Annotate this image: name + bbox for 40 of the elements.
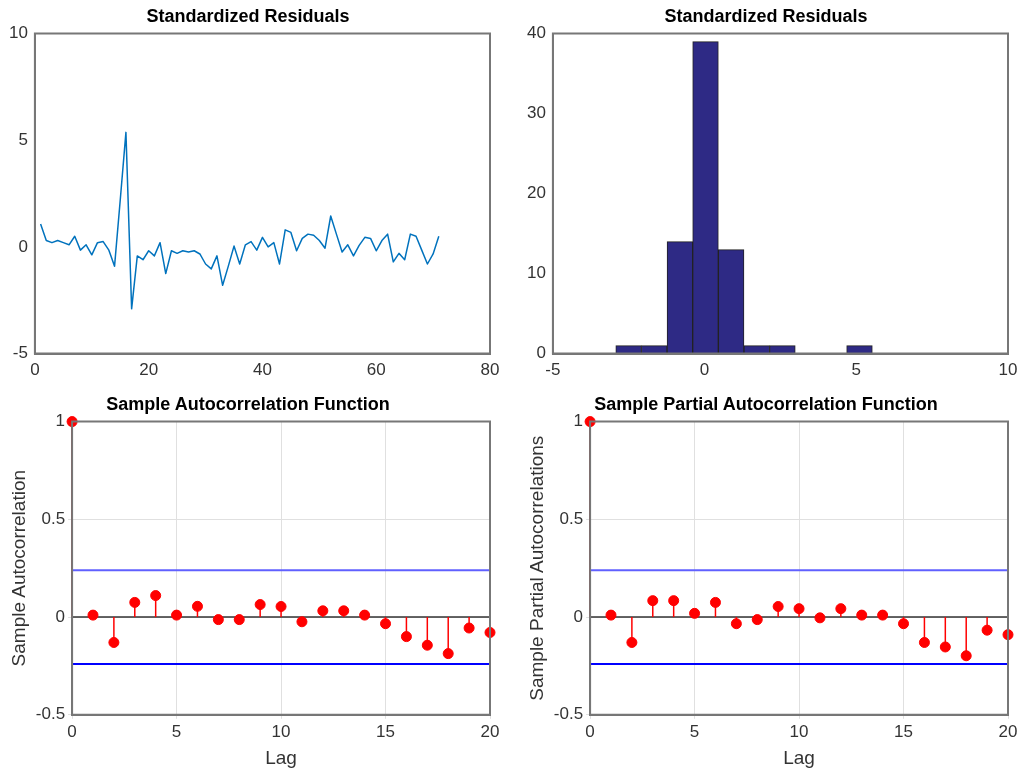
x-tick-label: 5 — [171, 721, 182, 741]
y-tick-label: 1 — [573, 411, 584, 431]
y-tick-label: 1 — [55, 411, 66, 431]
y-tick-label: 30 — [526, 103, 546, 123]
y-tick-label: 10 — [526, 263, 546, 283]
x-tick-label: 60 — [366, 360, 386, 380]
x-tick-label: 10 — [789, 721, 809, 741]
chart-title: Sample Partial Autocorrelation Function — [594, 393, 938, 414]
y-tick-label: 5 — [18, 129, 28, 149]
x-tick-label: 0 — [699, 360, 710, 380]
y-tick-label: 40 — [526, 23, 546, 43]
y-tick-label: 0 — [573, 606, 584, 626]
x-tick-label: 15 — [376, 721, 395, 741]
x-axis-title: Lag — [265, 746, 297, 768]
x-axis-title: Lag — [783, 746, 815, 768]
y-tick-label: 0.5 — [559, 509, 584, 529]
y-tick-label: 0 — [18, 236, 28, 256]
y-axis-title: Sample Autocorrelation — [7, 469, 29, 667]
chart-title: Standardized Residuals — [146, 5, 350, 26]
y-tick-label: 20 — [526, 183, 546, 203]
x-tick-label: 10 — [271, 721, 291, 741]
y-tick-label: 10 — [8, 23, 28, 43]
x-tick-label: 10 — [998, 360, 1018, 380]
y-tick-label: -0.5 — [35, 704, 66, 724]
y-tick-label: -0.5 — [553, 704, 584, 724]
y-tick-label: 0.5 — [41, 509, 66, 529]
x-tick-label: 80 — [480, 360, 500, 380]
x-tick-label: 40 — [252, 360, 272, 380]
x-tick-label: 15 — [894, 721, 913, 741]
y-tick-label: 0 — [55, 606, 66, 626]
chart-title: Sample Autocorrelation Function — [106, 393, 390, 414]
chart-title: Standardized Residuals — [664, 5, 868, 26]
x-tick-label: 20 — [139, 360, 159, 380]
y-axis-title: Sample Partial Autocorrelations — [525, 435, 547, 701]
x-tick-label: 5 — [851, 360, 862, 380]
x-tick-label: 20 — [998, 721, 1018, 741]
x-tick-label: 5 — [689, 721, 700, 741]
y-tick-label: -5 — [12, 343, 28, 363]
x-tick-label: 20 — [480, 721, 500, 741]
y-tick-label: 0 — [536, 343, 546, 363]
